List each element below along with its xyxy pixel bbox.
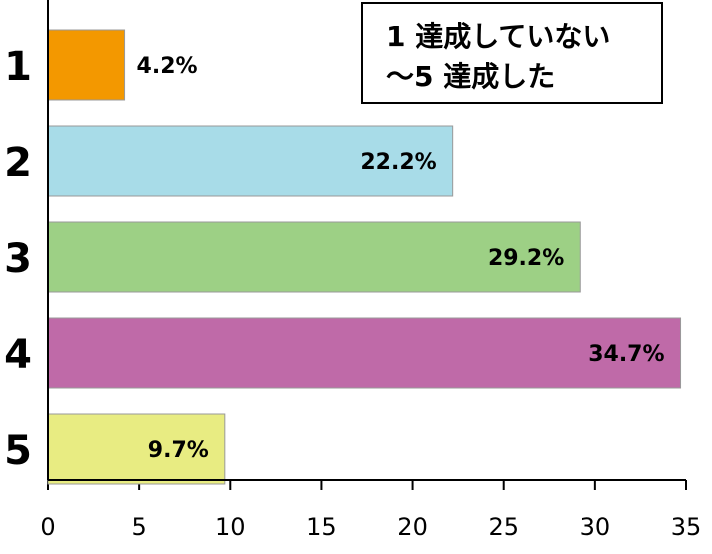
bar [47, 221, 581, 293]
bar [47, 317, 682, 389]
value-label: 9.7% [148, 438, 209, 463]
y-tick-label: 2 [4, 140, 32, 186]
x-tick-label: 35 [671, 513, 702, 541]
y-tick-label: 1 [4, 44, 32, 90]
annotation: 1 達成していない [386, 20, 610, 53]
annotation: ～5 達成した [386, 60, 555, 93]
y-tick-label: 4 [4, 332, 32, 378]
bar [47, 29, 126, 101]
x-tick-label: 30 [580, 513, 611, 541]
value-label: 34.7% [588, 342, 664, 367]
x-tick-label: 10 [215, 513, 246, 541]
annotation-box [361, 2, 663, 104]
x-tick-label: 25 [488, 513, 519, 541]
bar [47, 413, 226, 485]
x-tick-label: 5 [132, 513, 147, 541]
x-tick-label: 15 [306, 513, 337, 541]
y-tick-label: 5 [4, 428, 32, 474]
y-tick-label: 3 [4, 236, 32, 282]
value-label: 29.2% [488, 246, 564, 271]
value-label: 4.2% [137, 54, 198, 79]
x-tick-label: 0 [40, 513, 55, 541]
x-tick-label: 20 [397, 513, 428, 541]
bar [47, 125, 454, 197]
value-label: 22.2% [360, 150, 436, 175]
